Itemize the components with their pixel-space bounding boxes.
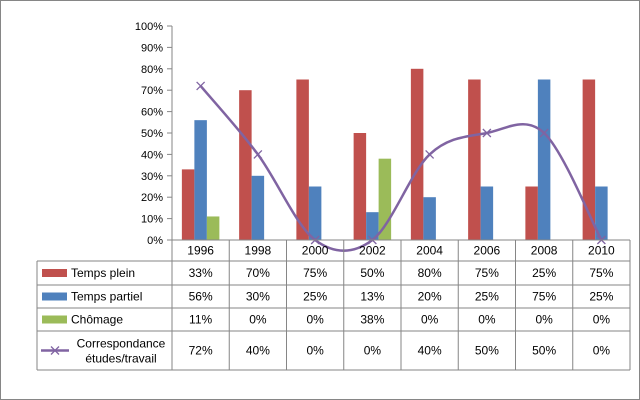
bar xyxy=(366,212,379,240)
bar xyxy=(239,90,252,240)
x-category-label: 2010 xyxy=(588,244,615,258)
table-cell-value: 25% xyxy=(475,290,499,304)
table-cell-value: 75% xyxy=(475,266,499,280)
table-cell-value: 0% xyxy=(478,313,496,327)
table-cell-value: 0% xyxy=(306,344,324,358)
legend-key-marker xyxy=(50,346,60,355)
series-name: Temps partiel xyxy=(71,290,142,304)
y-tick-label: 50% xyxy=(141,128,163,140)
series-name: Correspondance xyxy=(77,337,166,351)
table-cell-value: 30% xyxy=(246,290,270,304)
line-point-marker xyxy=(539,128,549,138)
bar xyxy=(468,79,481,240)
y-tick-label: 20% xyxy=(141,192,163,204)
bar xyxy=(194,120,207,240)
y-tick-label: 0% xyxy=(147,235,163,247)
table-cell-value: 0% xyxy=(364,344,382,358)
bar xyxy=(595,186,608,240)
y-tick-label: 40% xyxy=(141,149,163,161)
table-cell-value: 72% xyxy=(189,344,213,358)
line-point-marker xyxy=(253,149,263,159)
table-cell-value: 0% xyxy=(593,344,611,358)
table-cell-value: 75% xyxy=(532,290,556,304)
table-cell-value: 13% xyxy=(360,290,384,304)
series-name: Temps plein xyxy=(71,266,135,280)
x-category-label: 2006 xyxy=(474,244,501,258)
y-tick-label: 100% xyxy=(135,21,163,33)
y-tick-label: 70% xyxy=(141,85,163,97)
table-cell-value: 70% xyxy=(246,266,270,280)
table-cell-value: 50% xyxy=(532,344,556,358)
table-cell-value: 40% xyxy=(246,344,270,358)
table-cell-value: 0% xyxy=(249,313,267,327)
bar xyxy=(353,133,367,240)
bar xyxy=(181,169,195,240)
bar xyxy=(480,186,494,240)
bar xyxy=(308,186,322,240)
x-category-label: 2002 xyxy=(359,244,386,258)
y-tick-label: 90% xyxy=(141,42,163,54)
table-cell-value: 25% xyxy=(532,266,556,280)
table-cell-value: 11% xyxy=(189,313,212,327)
bar xyxy=(251,175,265,240)
table-cell-value: 0% xyxy=(306,313,324,327)
bar xyxy=(296,79,309,240)
legend-key xyxy=(42,269,67,277)
table-cell-value: 50% xyxy=(360,266,384,280)
x-category-label: 1998 xyxy=(245,244,272,258)
table-cell-value: 40% xyxy=(418,344,442,358)
table-cell-value: 33% xyxy=(189,266,213,280)
bar xyxy=(582,79,596,240)
table-cell-value: 25% xyxy=(303,290,327,304)
table-cell-value: 56% xyxy=(189,290,213,304)
x-category-label: 2008 xyxy=(531,244,558,258)
table-cell-value: 80% xyxy=(418,266,442,280)
table-cell-value: 50% xyxy=(475,344,499,358)
y-tick-label: 10% xyxy=(141,214,163,226)
series-name: études/travail xyxy=(85,352,156,366)
table-cell-value: 38% xyxy=(360,313,384,327)
legend-key xyxy=(42,292,67,301)
y-tick-label: 60% xyxy=(141,107,163,119)
bar xyxy=(206,216,220,240)
line-point-marker xyxy=(425,149,435,159)
table-cell-value: 25% xyxy=(589,290,613,304)
legend-key xyxy=(42,315,67,324)
table-cell-value: 0% xyxy=(593,313,611,327)
x-category-label: 2000 xyxy=(302,244,329,258)
table-cell-value: 0% xyxy=(535,313,553,327)
x-category-label: 2004 xyxy=(416,244,443,258)
line-point-marker xyxy=(196,81,206,91)
bar xyxy=(537,79,551,240)
bar xyxy=(525,186,538,240)
y-tick-label: 30% xyxy=(141,171,163,183)
table-cell-value: 0% xyxy=(421,313,439,327)
bar xyxy=(423,197,436,240)
y-tick-label: 80% xyxy=(141,64,163,76)
line-point-marker xyxy=(482,128,492,138)
x-category-label: 1996 xyxy=(187,244,214,258)
table-cell-value: 20% xyxy=(418,290,442,304)
series-name: Chômage xyxy=(71,313,123,327)
bar xyxy=(410,68,424,240)
table-cell-value: 75% xyxy=(589,266,613,280)
table-cell-value: 75% xyxy=(303,266,327,280)
